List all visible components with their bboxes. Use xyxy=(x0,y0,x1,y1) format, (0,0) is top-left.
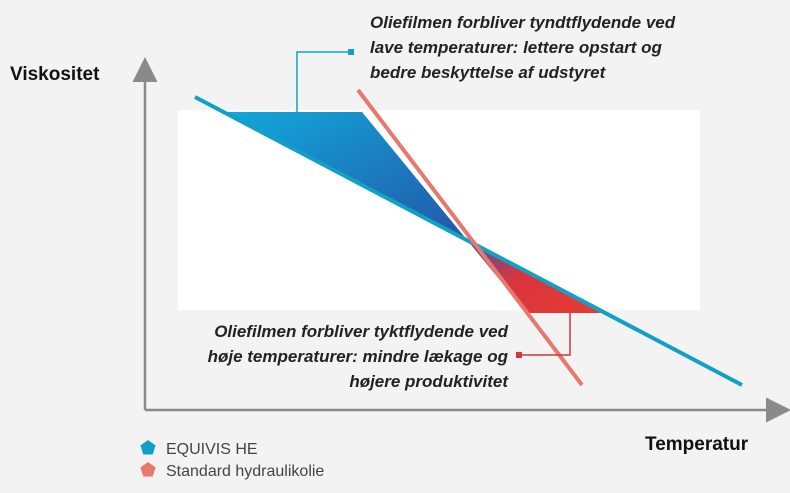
y-axis-label: Viskositet xyxy=(10,64,100,85)
legend-swatch xyxy=(140,440,156,455)
callout-line xyxy=(520,313,571,356)
annotation-text: høje temperaturer: mindre lækage og xyxy=(208,347,509,366)
callout-marker xyxy=(516,352,522,358)
annotation-text: lave temperaturer: lettere opstart og xyxy=(370,38,663,57)
callout-line xyxy=(296,51,350,112)
annotation-text: højere produktivitet xyxy=(349,372,509,391)
legend-label: EQUIVIS HE xyxy=(166,441,258,458)
x-axis-label: Temperatur xyxy=(645,434,749,455)
annotation-text: bedre beskyttelse af udstyret xyxy=(370,63,607,82)
legend-swatch xyxy=(140,462,156,477)
equivis-line xyxy=(194,95,743,387)
legend-label: Standard hydraulikolie xyxy=(166,463,324,480)
annotation-text: Oliefilmen forbliver tyktflydende ved xyxy=(214,322,508,341)
callout-marker xyxy=(348,49,354,55)
annotation-text: Oliefilmen forbliver tyndtflydende ved xyxy=(370,13,676,32)
standard-line xyxy=(356,88,584,387)
